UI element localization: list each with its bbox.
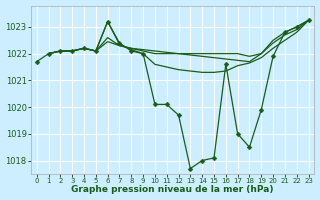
X-axis label: Graphe pression niveau de la mer (hPa): Graphe pression niveau de la mer (hPa) xyxy=(71,185,274,194)
